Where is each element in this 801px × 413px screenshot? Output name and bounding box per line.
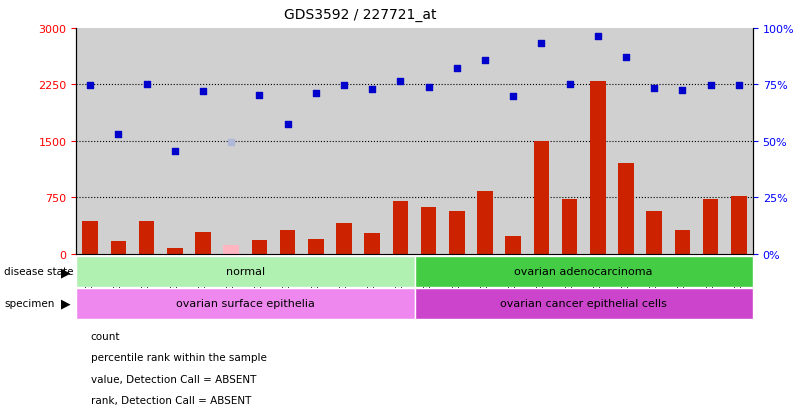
Bar <box>725 29 753 254</box>
Bar <box>618 164 634 254</box>
Text: ovarian cancer epithelial cells: ovarian cancer epithelial cells <box>501 298 667 309</box>
Point <box>112 131 125 138</box>
Bar <box>308 239 324 254</box>
Text: specimen: specimen <box>4 299 54 309</box>
Point <box>366 86 379 93</box>
Point <box>450 65 463 72</box>
Point <box>84 83 97 89</box>
Bar <box>584 29 612 254</box>
Point <box>507 93 520 100</box>
Point <box>676 87 689 94</box>
Text: ovarian surface epithelia: ovarian surface epithelia <box>176 298 315 309</box>
Bar <box>195 232 211 254</box>
Text: ▶: ▶ <box>61 265 70 278</box>
Bar <box>76 256 415 287</box>
Bar <box>527 29 556 254</box>
Bar <box>415 288 753 319</box>
Bar <box>223 246 239 254</box>
Bar <box>132 29 161 254</box>
Point <box>479 57 492 64</box>
Bar <box>139 222 155 254</box>
Bar <box>386 29 414 254</box>
Point <box>648 85 661 92</box>
Bar <box>189 29 217 254</box>
Text: disease state: disease state <box>4 267 74 277</box>
Bar <box>83 222 98 254</box>
Point <box>225 139 238 145</box>
Bar <box>167 248 183 254</box>
Bar <box>421 207 437 254</box>
Bar <box>104 29 132 254</box>
Bar <box>76 288 415 319</box>
Point <box>563 82 576 88</box>
Bar <box>674 231 690 254</box>
Bar <box>556 29 584 254</box>
Bar <box>562 200 578 254</box>
Bar <box>111 241 126 254</box>
Bar <box>252 240 268 254</box>
Bar <box>392 202 409 254</box>
Point <box>337 83 350 89</box>
Text: value, Detection Call = ABSENT: value, Detection Call = ABSENT <box>91 374 256 384</box>
Bar <box>640 29 668 254</box>
Bar <box>477 192 493 254</box>
Bar <box>217 29 245 254</box>
Bar <box>245 29 273 254</box>
Title: GDS3592 / 227721_at: GDS3592 / 227721_at <box>284 8 437 22</box>
Point <box>309 91 322 97</box>
Point <box>168 148 181 154</box>
Point <box>620 54 633 61</box>
Bar <box>499 29 527 254</box>
Bar <box>415 256 753 287</box>
Point <box>196 89 209 95</box>
Bar <box>703 200 718 254</box>
Bar <box>646 211 662 254</box>
Text: count: count <box>91 331 120 341</box>
Point <box>281 122 294 128</box>
Point <box>422 85 435 92</box>
Bar <box>612 29 640 254</box>
Point <box>704 83 717 89</box>
Bar <box>590 81 606 254</box>
Bar <box>280 231 296 254</box>
Point <box>140 81 153 88</box>
Bar <box>364 234 380 254</box>
Point <box>591 33 604 40</box>
Bar <box>449 212 465 254</box>
Bar <box>443 29 471 254</box>
Bar <box>471 29 499 254</box>
Bar <box>505 237 521 254</box>
Text: ▶: ▶ <box>61 297 70 310</box>
Bar <box>731 197 747 254</box>
Bar <box>533 141 549 254</box>
Bar <box>358 29 386 254</box>
Bar <box>302 29 330 254</box>
Text: normal: normal <box>226 266 265 277</box>
Point <box>253 93 266 99</box>
Bar <box>336 223 352 254</box>
Bar <box>668 29 697 254</box>
Bar <box>273 29 302 254</box>
Text: ovarian adenocarcinoma: ovarian adenocarcinoma <box>514 266 653 277</box>
Text: percentile rank within the sample: percentile rank within the sample <box>91 352 267 362</box>
Bar <box>697 29 725 254</box>
Point <box>394 78 407 85</box>
Bar <box>330 29 358 254</box>
Point <box>732 83 745 89</box>
Bar <box>415 29 443 254</box>
Bar <box>161 29 189 254</box>
Point <box>535 40 548 47</box>
Text: rank, Detection Call = ABSENT: rank, Detection Call = ABSENT <box>91 395 251 405</box>
Bar <box>76 29 104 254</box>
